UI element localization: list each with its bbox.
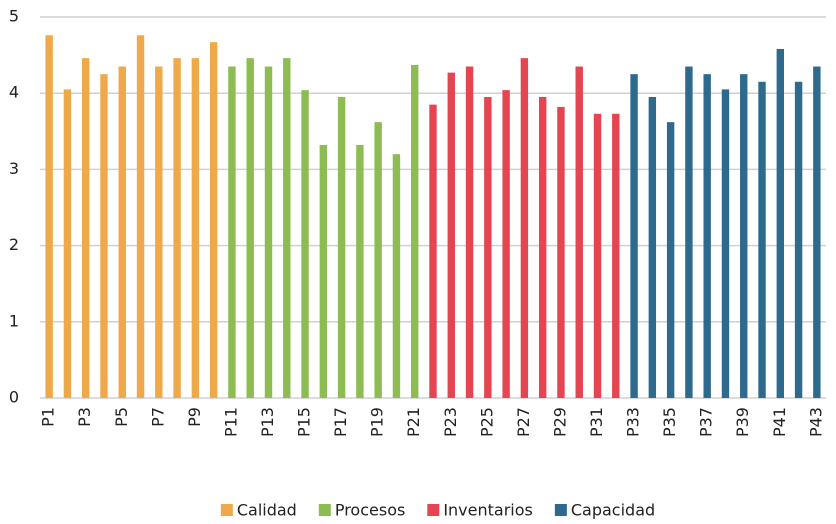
bar: [685, 66, 693, 398]
bar: [228, 66, 236, 398]
bar: [703, 74, 711, 399]
bar: [538, 97, 547, 398]
bar: [173, 58, 181, 398]
x-tick-label: P25: [477, 407, 496, 437]
bar: [411, 65, 419, 399]
bar: [429, 104, 437, 398]
bar: [484, 97, 492, 398]
y-tick-label: 1: [9, 311, 19, 330]
bar: [63, 89, 72, 398]
bar: [758, 81, 766, 399]
x-tick-label: P23: [441, 407, 460, 437]
bar: [575, 66, 583, 398]
bar: [191, 58, 200, 398]
legend-label: Inventarios: [443, 501, 533, 520]
bar: [155, 66, 163, 398]
legend-label: Procesos: [335, 501, 405, 520]
legend-swatch: [318, 504, 331, 516]
bar: [520, 58, 529, 398]
legend-swatch: [220, 504, 233, 516]
bar: [557, 106, 565, 398]
x-tick-label: P11: [221, 407, 240, 437]
x-tick-label: P33: [624, 407, 643, 437]
x-tick-label: P35: [660, 407, 679, 437]
bar: [246, 58, 254, 398]
x-tick-label: P43: [806, 407, 825, 437]
y-tick-label: 4: [9, 83, 19, 102]
legend-label: Capacidad: [571, 501, 655, 520]
bar: [593, 113, 602, 399]
legend-swatch: [427, 504, 440, 516]
legend-swatch: [554, 504, 567, 516]
y-tick-label: 2: [9, 235, 19, 254]
x-tick-label: P13: [258, 407, 277, 437]
bar: [283, 58, 291, 398]
x-tick-label: P19: [368, 407, 387, 437]
bar: [209, 42, 218, 399]
legend-label: Calidad: [237, 501, 297, 520]
bar: [612, 113, 620, 399]
bar: [392, 154, 401, 398]
bar: [319, 145, 328, 398]
bar: [301, 90, 309, 398]
x-tick-label: P31: [587, 407, 606, 437]
x-tick-label: P29: [550, 407, 569, 437]
bar: [374, 122, 382, 398]
bar: [794, 81, 803, 399]
bar: [81, 58, 90, 398]
bar: [502, 90, 510, 398]
bar: [100, 74, 108, 399]
x-tick-label: P7: [148, 407, 167, 427]
bar: [45, 35, 53, 399]
bar: [465, 66, 474, 398]
x-tick-label: P9: [185, 407, 204, 427]
bar: [666, 122, 675, 398]
x-tick-label: P41: [770, 407, 789, 437]
x-tick-label: P17: [331, 407, 350, 437]
y-tick-label: 0: [9, 388, 19, 407]
x-tick-label: P1: [39, 407, 58, 427]
bar: [264, 66, 273, 398]
y-tick-label: 5: [9, 7, 19, 26]
x-tick-label: P27: [514, 407, 533, 437]
bar: [630, 74, 638, 399]
x-tick-label: P37: [697, 407, 716, 437]
y-tick-label: 3: [9, 159, 19, 178]
bar: [136, 35, 145, 399]
bar: [648, 97, 657, 398]
bar: [813, 66, 821, 398]
bar: [740, 74, 748, 399]
x-tick-label: P21: [404, 407, 423, 437]
bar: [118, 66, 126, 398]
bar: [356, 145, 364, 398]
bar: [721, 89, 730, 398]
x-tick-label: P39: [733, 407, 752, 437]
bar: [447, 72, 455, 398]
x-tick-label: P15: [295, 407, 314, 437]
x-tick-label: P3: [75, 407, 94, 427]
bar: [337, 97, 346, 398]
x-tick-label: P5: [112, 407, 131, 427]
bar: [776, 49, 785, 399]
